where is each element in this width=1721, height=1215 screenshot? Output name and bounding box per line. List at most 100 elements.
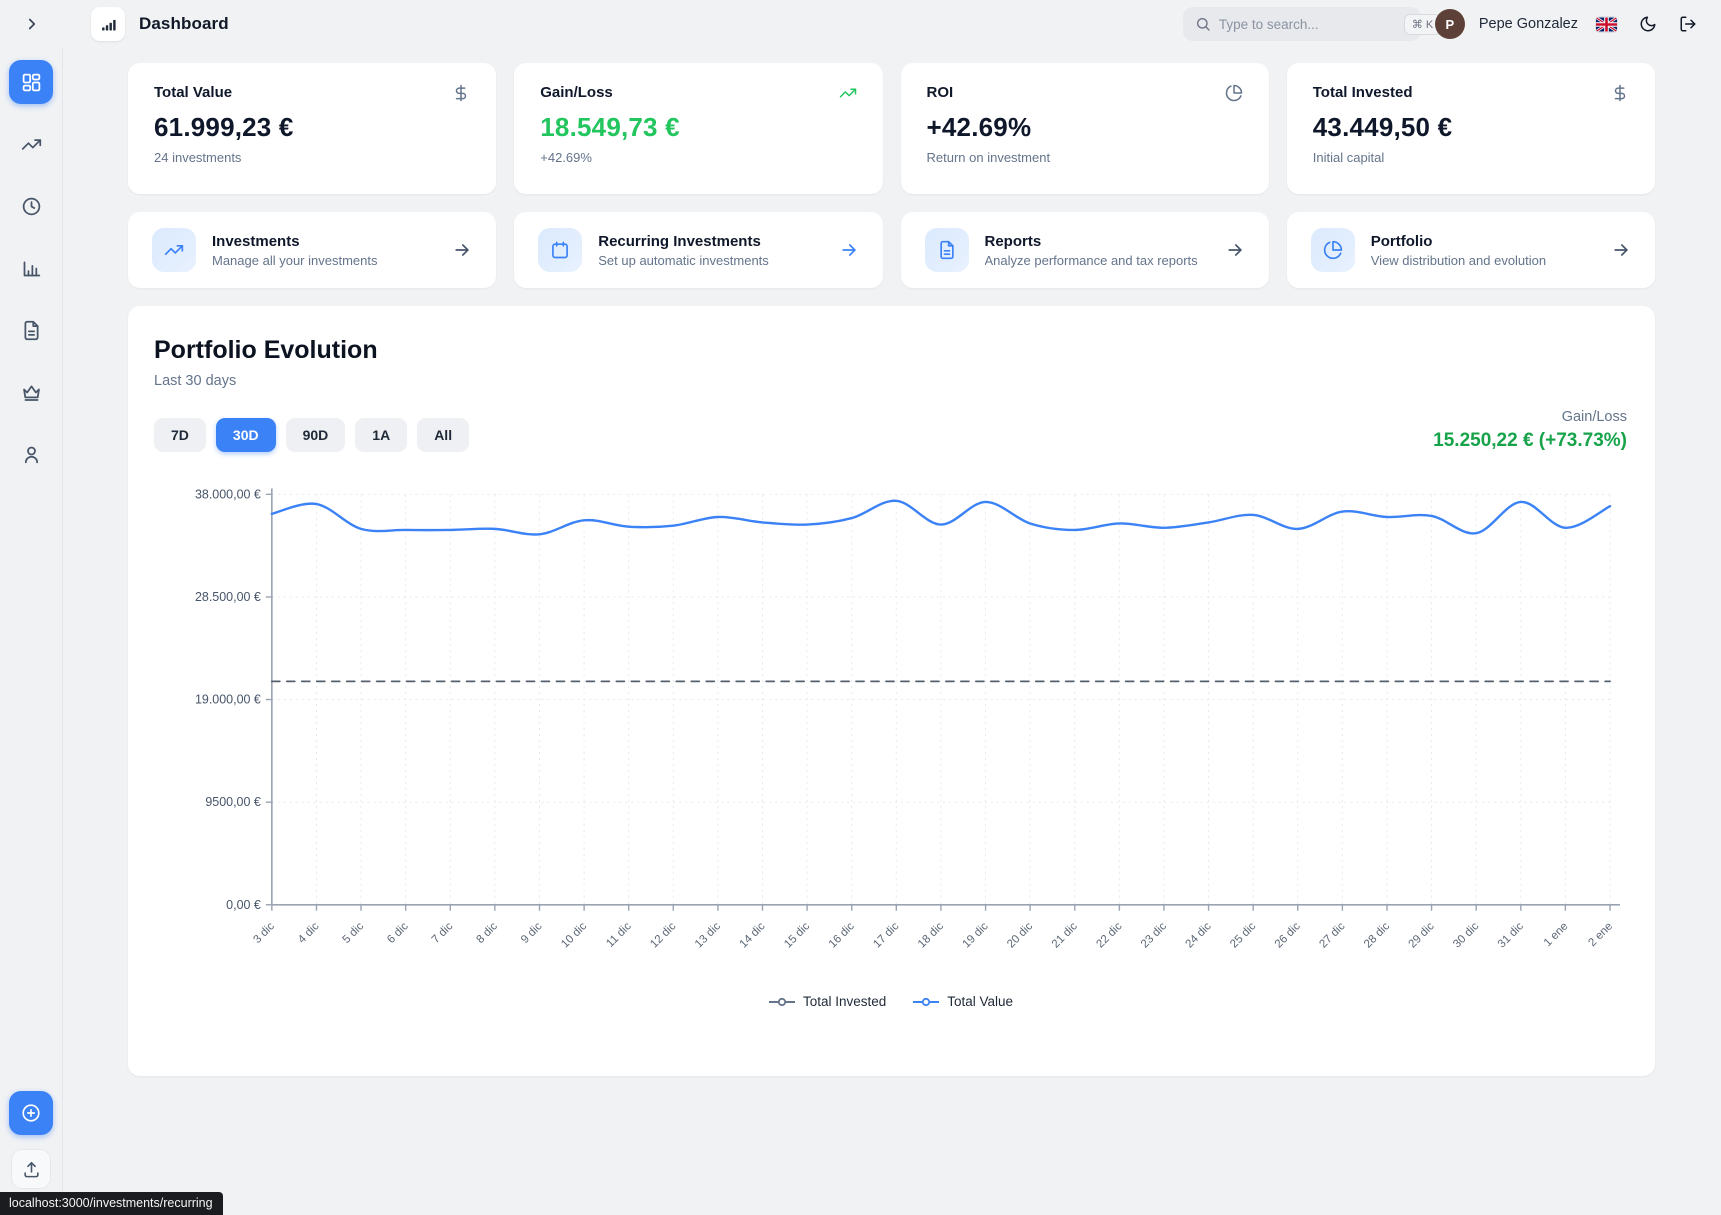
legend-marker-value-icon: [912, 997, 940, 1007]
theme-toggle-button[interactable]: [1635, 11, 1661, 37]
action-subtitle: Manage all your investments: [212, 252, 378, 268]
svg-text:31 dic: 31 dic: [1496, 920, 1526, 950]
svg-text:30 dic: 30 dic: [1451, 920, 1481, 950]
stats-row: Total Value 61.999,23 € 24 investments G…: [128, 63, 1655, 194]
action-title: Portfolio: [1370, 232, 1433, 250]
legend-item-total-invested[interactable]: Total Invested: [768, 994, 886, 1009]
sidebar-item-investments[interactable]: [9, 122, 53, 166]
dollar-icon: [452, 84, 470, 102]
stat-subtitle: +42.69%: [540, 150, 592, 165]
logout-icon: [1679, 15, 1697, 33]
chevron-right-icon: [23, 15, 41, 33]
svg-text:25 dic: 25 dic: [1228, 920, 1258, 950]
sidebar-expand-button[interactable]: [19, 11, 45, 37]
sidebar-item-analytics[interactable]: [9, 246, 53, 290]
legend-marker-invested-icon: [768, 997, 796, 1007]
moon-icon: [1639, 15, 1657, 33]
action-subtitle: Set up automatic investments: [598, 252, 769, 268]
action-subtitle: Analyze performance and tax reports: [984, 252, 1198, 268]
stat-subtitle: Initial capital: [1312, 150, 1385, 165]
svg-text:9500,00 €: 9500,00 €: [205, 795, 261, 809]
language-flag-button[interactable]: [1592, 13, 1621, 36]
svg-text:0,00 €: 0,00 €: [226, 898, 261, 912]
page-title: Dashboard: [139, 14, 229, 33]
file-text-icon: [924, 228, 969, 272]
range-button-7d[interactable]: 7D: [154, 418, 206, 452]
arrow-right-icon: [1225, 240, 1245, 260]
sidebar-item-recurring[interactable]: [9, 184, 53, 228]
svg-text:3 dic: 3 dic: [251, 920, 277, 946]
stat-value: +42.69%: [926, 112, 1032, 142]
stat-title: Gain/Loss: [540, 84, 613, 101]
bar-chart-icon: [21, 258, 42, 279]
svg-text:26 dic: 26 dic: [1273, 920, 1303, 950]
svg-text:20 dic: 20 dic: [1005, 920, 1035, 950]
action-title: Investments: [212, 232, 300, 250]
sidebar-item-profile[interactable]: [9, 432, 53, 476]
svg-text:18 dic: 18 dic: [916, 920, 946, 950]
topbar: Dashboard ⌘ K P Pepe Gonzalez: [0, 0, 1721, 48]
uk-flag-icon: [1596, 16, 1617, 32]
time-range-group: 7D 30D 90D 1A All: [154, 418, 470, 452]
stat-subtitle: Return on investment: [926, 150, 1051, 165]
range-button-30d[interactable]: 30D: [215, 418, 276, 452]
svg-text:28 dic: 28 dic: [1362, 920, 1392, 950]
arrow-right-icon: [839, 240, 859, 260]
svg-text:6 dic: 6 dic: [385, 920, 411, 946]
svg-text:21 dic: 21 dic: [1050, 920, 1080, 950]
portfolio-evolution-chart[interactable]: 0,00 € 9500,00 € 19.000,00 € 28.500,00 € 38.…: [154, 478, 1627, 988]
gainloss-label: Gain/Loss: [1561, 409, 1627, 425]
svg-text:12 dic: 12 dic: [648, 920, 678, 950]
action-card-recurring-investments[interactable]: Recurring Investments Set up automatic i…: [514, 212, 883, 288]
svg-text:17 dic: 17 dic: [871, 920, 901, 950]
pie-chart-icon: [1310, 228, 1355, 272]
chart-legend: Total Invested Total Value: [154, 994, 1627, 1009]
arrow-right-icon: [1611, 240, 1631, 260]
svg-text:4 dic: 4 dic: [296, 920, 322, 946]
stat-value: 43.449,50 €: [1312, 112, 1453, 142]
export-button[interactable]: [11, 1149, 51, 1189]
stat-subtitle: 24 investments: [154, 150, 242, 165]
avatar[interactable]: P: [1434, 9, 1465, 39]
svg-text:24 dic: 24 dic: [1184, 920, 1214, 950]
dashboard-grid-icon: [21, 72, 42, 93]
action-card-investments[interactable]: Investments Manage all your investments: [128, 212, 497, 288]
action-card-portfolio[interactable]: Portfolio View distribution and evolutio…: [1286, 212, 1655, 288]
add-investment-button[interactable]: [9, 1091, 53, 1135]
svg-text:14 dic: 14 dic: [737, 920, 767, 950]
sidebar-item-dashboard[interactable]: [9, 60, 53, 104]
bar-chart-logo-icon: [100, 16, 117, 33]
svg-text:38.000,00 €: 38.000,00 €: [195, 487, 261, 501]
svg-text:9 dic: 9 dic: [519, 920, 545, 946]
legend-item-total-value[interactable]: Total Value: [912, 994, 1013, 1009]
svg-text:2 ene: 2 ene: [1586, 920, 1615, 949]
svg-text:1 ene: 1 ene: [1542, 920, 1571, 949]
range-button-all[interactable]: All: [417, 418, 470, 452]
svg-text:5 dic: 5 dic: [341, 920, 367, 946]
stat-title: Total Value: [154, 84, 233, 101]
clock-icon: [21, 196, 42, 217]
svg-text:8 dic: 8 dic: [474, 920, 500, 946]
search-input[interactable]: [1218, 16, 1396, 32]
logout-button[interactable]: [1675, 11, 1701, 37]
gainloss-value: 15.250,22 € (+73.73%): [1433, 430, 1627, 451]
chart-gainloss-block: Gain/Loss 15.250,22 € (+73.73%): [1433, 409, 1627, 452]
trending-up-icon: [21, 134, 42, 155]
svg-text:11 dic: 11 dic: [604, 920, 634, 950]
sidebar-item-reports[interactable]: [9, 308, 53, 352]
action-card-reports[interactable]: Reports Analyze performance and tax repo…: [900, 212, 1269, 288]
svg-text:19 dic: 19 dic: [961, 920, 991, 950]
svg-text:23 dic: 23 dic: [1139, 920, 1169, 950]
search-box[interactable]: ⌘ K: [1182, 7, 1442, 41]
calendar-icon: [538, 228, 583, 272]
svg-text:16 dic: 16 dic: [827, 920, 857, 950]
chart-title: Portfolio Evolution: [154, 336, 378, 364]
stat-title: ROI: [926, 84, 954, 101]
user-name[interactable]: Pepe Gonzalez: [1478, 16, 1578, 32]
stat-value: 18.549,73 €: [540, 112, 680, 142]
range-button-90d[interactable]: 90D: [285, 418, 346, 452]
pie-chart-icon: [1225, 84, 1243, 102]
range-button-1a[interactable]: 1A: [355, 418, 408, 452]
browser-status-bar: localhost:3000/investments/recurring: [0, 1192, 223, 1215]
sidebar-item-premium[interactable]: [9, 370, 53, 414]
